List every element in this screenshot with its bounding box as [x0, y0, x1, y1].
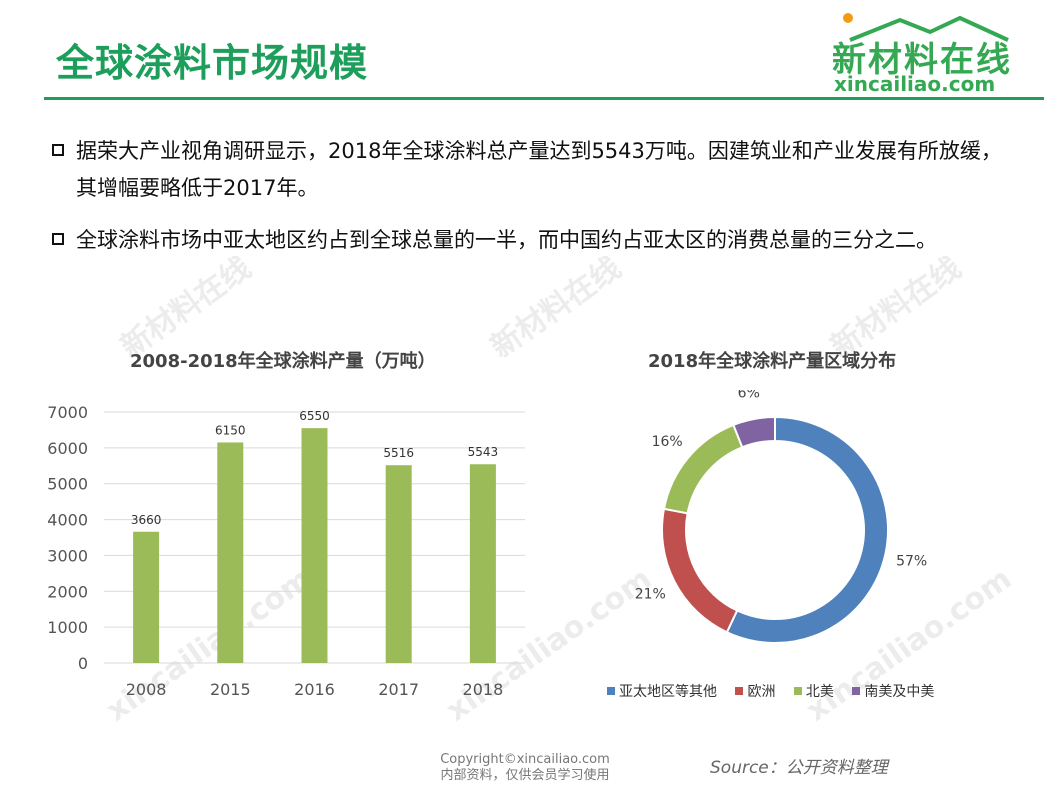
legend-swatch	[793, 687, 802, 695]
donut-chart-title: 2018年全球涂料产量区域分布	[648, 351, 897, 372]
brand-logo: 新材料在线 xincailiao.com	[830, 12, 1020, 96]
legend-label: 欧洲	[747, 684, 776, 700]
bullet-text: 全球涂料市场中亚太地区约占到全球总量的一半，而中国约占亚太区的消费总量的三分之二…	[76, 228, 937, 252]
donut-legend: 亚太地区等其他 欧洲 北美 南美及中美	[607, 681, 948, 701]
slice-label: 21%	[635, 587, 666, 603]
y-tick-label: 6000	[47, 439, 88, 458]
donut-slice	[732, 415, 776, 449]
data-label: 6550	[299, 409, 330, 423]
x-tick-label: 2015	[210, 680, 251, 699]
bar	[469, 464, 496, 663]
checkbox-bullet-icon	[52, 233, 64, 245]
copyright-text: Copyright©xincailiao.com	[440, 752, 610, 767]
bar-chart-title: 2008-2018年全球涂料产量（万吨）	[130, 351, 436, 372]
checkbox-bullet-icon	[52, 144, 64, 156]
bar	[301, 428, 328, 663]
page-title: 全球涂料市场规模	[56, 41, 369, 85]
bullet-item: 全球涂料市场中亚太地区约占到全球总量的一半，而中国约占亚太区的消费总量的三分之二…	[52, 222, 1012, 259]
logo-text-en: xincailiao.com	[834, 72, 996, 96]
y-tick-label: 2000	[47, 582, 88, 601]
legend-item: 北美	[793, 681, 834, 701]
data-label: 3660	[131, 513, 162, 527]
y-tick-label: 0	[78, 654, 88, 673]
copyright: Copyright©xincailiao.com 内部资料，仅供会员学习使用	[410, 752, 640, 784]
legend-item: 南美及中美	[852, 681, 934, 701]
slice-label: 16%	[652, 434, 683, 450]
house-roof-icon	[843, 13, 1009, 42]
x-tick-label: 2017	[378, 680, 419, 699]
legend-item: 亚太地区等其他	[607, 681, 717, 701]
bar	[133, 531, 160, 663]
x-tick-label: 2018	[463, 680, 504, 699]
donut-slice	[725, 415, 889, 644]
logo-text-cn: 新材料在线	[832, 40, 1012, 80]
data-label: 6150	[215, 423, 246, 437]
legend-swatch	[852, 687, 861, 695]
donut-chart: 57% 21% 16% 6%	[635, 390, 927, 644]
bar	[385, 465, 412, 663]
legend-item: 欧洲	[735, 681, 775, 701]
y-tick-label: 7000	[47, 403, 88, 422]
slice-label: 6%	[738, 390, 760, 401]
x-tick-label: 2016	[294, 680, 335, 699]
bullet-text: 据荣大产业视角调研显示，2018年全球涂料总产量达到5543万吨。因建筑业和产业…	[76, 139, 1002, 200]
legend-label: 南美及中美	[864, 684, 935, 700]
data-label: 5516	[383, 446, 414, 460]
legend-swatch	[607, 687, 615, 695]
slice-label: 57%	[896, 554, 927, 570]
title-divider	[44, 97, 1044, 100]
bullet-item: 据荣大产业视角调研显示，2018年全球涂料总产量达到5543万吨。因建筑业和产业…	[52, 133, 1012, 207]
legend-swatch	[735, 687, 744, 695]
bar-chart: 0 1000 2000 3000 4000 5000 6000 7000 3660 2008 615…	[47, 403, 525, 699]
watermark: 新材料在线	[484, 250, 628, 366]
copyright-note: 内部资料，仅供会员学习使用	[440, 768, 610, 783]
source-note: Source：公开资料整理	[710, 758, 888, 778]
legend-label: 亚太地区等其他	[619, 684, 717, 700]
legend-label: 北美	[805, 684, 834, 700]
donut-slice	[661, 507, 739, 634]
x-tick-label: 2008	[126, 680, 167, 699]
y-tick-label: 3000	[47, 546, 88, 565]
bar	[217, 442, 244, 663]
y-tick-label: 5000	[47, 475, 88, 494]
y-tick-label: 1000	[47, 618, 88, 637]
data-label: 5543	[468, 445, 499, 459]
y-tick-label: 4000	[47, 511, 88, 530]
